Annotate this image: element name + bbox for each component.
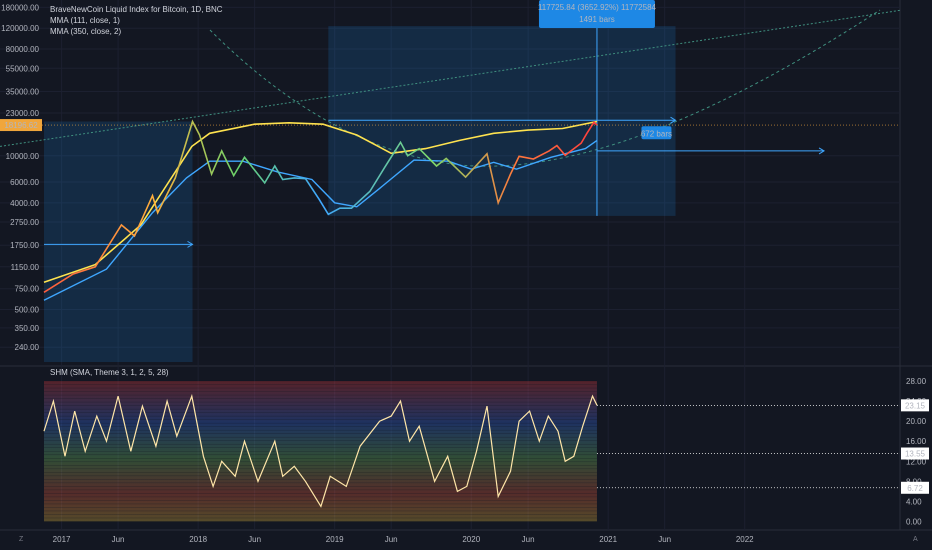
x-tick-label: 2017 bbox=[53, 535, 71, 544]
x-tick-label: 2021 bbox=[599, 535, 617, 544]
y-tick-label: 80000.00 bbox=[6, 45, 40, 54]
mma111-line[interactable] bbox=[43, 139, 598, 301]
x-tick-label: Jun bbox=[248, 535, 261, 544]
indicator-mma350[interactable]: MMA (350, close, 2) bbox=[50, 27, 122, 36]
range-box-2[interactable] bbox=[328, 26, 676, 216]
y-tick-label: 180000.00 bbox=[1, 3, 39, 12]
osc-level-label: 23.15 bbox=[905, 401, 926, 410]
range-box-1[interactable] bbox=[44, 121, 193, 362]
measure-label-box[interactable] bbox=[538, 0, 655, 28]
y-tick-label: 500.00 bbox=[15, 306, 40, 315]
arrow-head bbox=[187, 240, 194, 248]
y-tick-label: 120000.00 bbox=[1, 24, 39, 33]
osc-y-tick-label: 28.00 bbox=[906, 377, 927, 386]
shm-line[interactable] bbox=[43, 393, 598, 508]
osc-y-tick-label: 16.00 bbox=[906, 437, 927, 446]
arrow-head bbox=[818, 147, 826, 155]
x-tick-label: Jun bbox=[112, 535, 125, 544]
y-tick-label: 23000.00 bbox=[6, 109, 40, 118]
bars-label-text: 672 bars bbox=[641, 129, 672, 138]
arrow-head bbox=[670, 116, 677, 124]
price-line[interactable] bbox=[43, 119, 598, 293]
osc-y-tick-label: 0.00 bbox=[906, 517, 922, 526]
x-tick-label: 2018 bbox=[189, 535, 207, 544]
auto-scale-toggle[interactable]: A bbox=[913, 536, 918, 543]
y-tick-label: 350.00 bbox=[15, 324, 40, 333]
indicator-mma111[interactable]: MMA (111, close, 1) bbox=[50, 16, 120, 25]
mma350-line[interactable] bbox=[43, 120, 598, 284]
symbol-title[interactable]: BraveNewCoin Liquid Index for Bitcoin, 1… bbox=[50, 5, 223, 14]
y-tick-label: 35000.00 bbox=[6, 87, 40, 96]
osc-y-tick-label: 4.00 bbox=[906, 497, 922, 506]
x-tick-label: 2019 bbox=[326, 535, 344, 544]
y-tick-label: 240.00 bbox=[15, 343, 40, 352]
osc-y-tick-label: 12.00 bbox=[906, 457, 927, 466]
x-tick-label: Jun bbox=[658, 535, 671, 544]
osc-level-tag bbox=[901, 399, 929, 412]
y-tick-label: 6000.00 bbox=[10, 178, 39, 187]
osc-level-label: 13.55 bbox=[905, 450, 926, 459]
osc-level-tag bbox=[901, 481, 929, 494]
y-tick-label: 4000.00 bbox=[10, 199, 39, 208]
y-tick-label: 750.00 bbox=[15, 285, 40, 294]
x-tick-label: 2020 bbox=[462, 535, 480, 544]
x-tick-label: 2022 bbox=[736, 535, 754, 544]
y-tick-label: 10000.00 bbox=[6, 152, 40, 161]
main-legend: BraveNewCoin Liquid Index for Bitcoin, 1… bbox=[50, 4, 223, 37]
osc-level-tag bbox=[901, 447, 929, 460]
x-tick-label: Jun bbox=[522, 535, 535, 544]
last-price-label: 18196.62 bbox=[4, 121, 38, 130]
y-tick-label: 55000.00 bbox=[6, 64, 40, 73]
y-tick-label: 1150.00 bbox=[11, 263, 40, 272]
y-tick-label: 2750.00 bbox=[10, 218, 39, 227]
indicator-shm[interactable]: SHM (SMA, Theme 3, 1, 2, 5, 28) bbox=[50, 368, 169, 377]
x-tick-label: Jun bbox=[385, 535, 398, 544]
osc-y-tick-label: 20.00 bbox=[906, 417, 927, 426]
last-price-tag bbox=[0, 119, 42, 132]
timezone-toggle[interactable]: Z bbox=[19, 536, 24, 543]
bars-label-box[interactable] bbox=[641, 126, 672, 140]
measure-label-price: 117725.84 (3652.92%) 11772584 bbox=[538, 3, 657, 12]
y-tick-label: 1750.00 bbox=[10, 241, 39, 250]
shm-legend: SHM (SMA, Theme 3, 1, 2, 5, 28) bbox=[50, 367, 169, 378]
osc-level-label: 6.72 bbox=[907, 484, 923, 493]
measure-label-bars: 1491 bars bbox=[579, 15, 615, 24]
